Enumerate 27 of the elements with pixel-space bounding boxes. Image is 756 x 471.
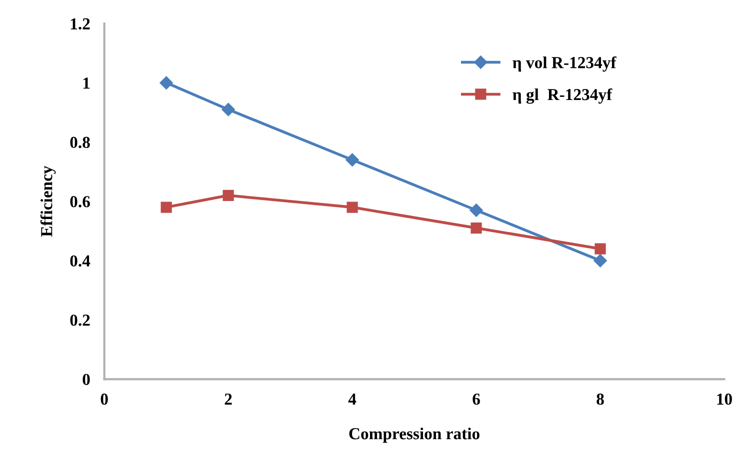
point — [160, 76, 173, 90]
y-tick-label: 0.2 — [70, 314, 90, 326]
point — [346, 153, 359, 166]
y-axis-title: Efficiency — [40, 166, 56, 237]
x-tick-label: 4 — [348, 394, 356, 405]
point — [222, 102, 235, 116]
point — [346, 202, 358, 213]
y-tick-label: 0.4 — [70, 255, 90, 267]
legend-label: η gl R-1234yf — [512, 88, 612, 104]
legend-label: η vol R-1234yf — [512, 56, 616, 72]
x-tick-label: 10 — [717, 394, 732, 405]
x-tick-label: 6 — [472, 394, 480, 405]
point — [594, 254, 607, 268]
y-tick-label: 1.2 — [70, 18, 90, 30]
y-tick-label: 1 — [83, 78, 90, 89]
point — [160, 202, 172, 213]
y-tick-label: 0 — [82, 374, 90, 386]
x-tick-label: 2 — [224, 394, 232, 405]
point — [470, 204, 483, 217]
point — [222, 190, 234, 201]
y-tick-label: 0.8 — [70, 136, 90, 148]
x-tick-label: 0 — [100, 394, 108, 405]
y-tick-label: 0.6 — [70, 196, 90, 208]
point — [470, 222, 482, 234]
x-axis-title: Compression ratio — [349, 428, 480, 443]
x-tick-label: 8 — [596, 394, 604, 405]
point — [594, 243, 606, 254]
